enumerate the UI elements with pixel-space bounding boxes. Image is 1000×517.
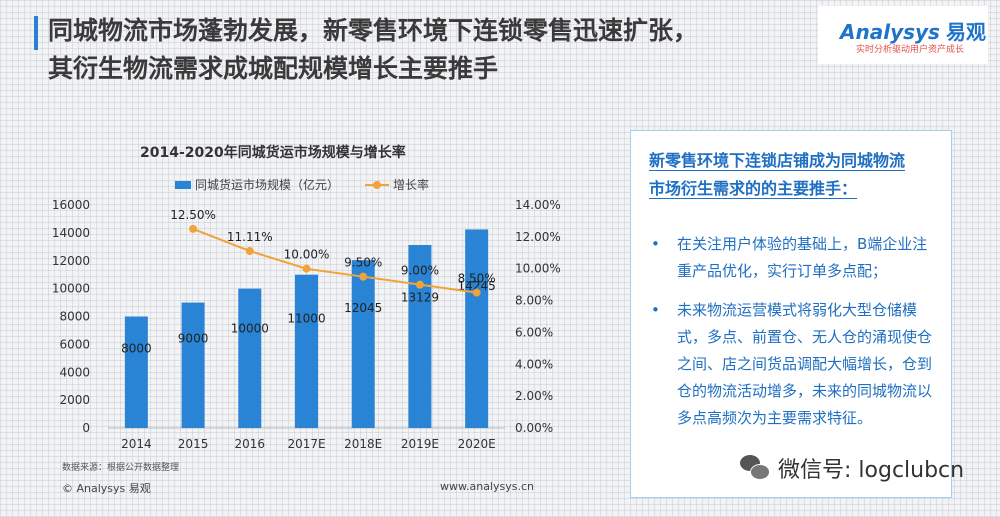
growth-rate-label: 9.50% bbox=[344, 256, 382, 270]
legend-bar-swatch bbox=[175, 180, 191, 189]
bar-value-label: 11000 bbox=[287, 312, 325, 326]
growth-rate-label: 11.11% bbox=[227, 230, 273, 244]
x-tick-label: 2015 bbox=[178, 437, 209, 451]
bar bbox=[124, 316, 148, 428]
bar-value-label: 10000 bbox=[231, 322, 269, 336]
logo-brand: Analysys 易观 bbox=[840, 16, 986, 45]
growth-rate-label: 12.50% bbox=[170, 208, 216, 222]
growth-rate-point bbox=[302, 264, 311, 273]
legend-line-label: 增长率 bbox=[393, 178, 430, 192]
insight-item: 在关注用户体验的基础上，B端企业注重产品优化，实行订单多点配； bbox=[645, 231, 935, 285]
x-tick-label: 2014 bbox=[121, 437, 152, 451]
logo-brand-cn: 易观 bbox=[945, 20, 986, 44]
logo-brand-en: Analysys bbox=[840, 20, 940, 44]
growth-rate-point bbox=[415, 280, 424, 289]
growth-rate-point bbox=[189, 224, 198, 233]
insight-panel-header: 新零售环境下连锁店铺成为同城物流市场衍生需求的的主要推手： bbox=[649, 151, 906, 198]
bar bbox=[181, 302, 205, 428]
x-tick-label: 2018E bbox=[344, 437, 382, 451]
bar bbox=[351, 260, 375, 428]
data-source: 数据来源：根据公开数据整理 bbox=[62, 463, 180, 473]
wechat-icon bbox=[740, 455, 770, 481]
page-title: 同城物流市场蓬勃发展，新零售环境下连锁零售迅速扩张， 其衍生物流需求成城配规模增… bbox=[48, 12, 818, 88]
y-right-tick-label: 8.00% bbox=[515, 294, 553, 308]
x-tick-label: 2019E bbox=[401, 437, 439, 451]
website-url: www.analysys.cn bbox=[440, 480, 534, 493]
x-tick-label: 2020E bbox=[458, 437, 496, 451]
y-right-tick-label: 12.00% bbox=[515, 230, 561, 244]
y-left-tick-label: 16000 bbox=[52, 198, 90, 212]
legend-line-swatch bbox=[365, 179, 390, 191]
y-left-tick-label: 8000 bbox=[59, 310, 90, 324]
y-left-tick-label: 12000 bbox=[52, 254, 90, 268]
growth-rate-line bbox=[192, 227, 477, 294]
growth-rate-point bbox=[245, 247, 254, 256]
bar-value-label: 9000 bbox=[178, 332, 209, 346]
insight-item: 未来物流运营模式将弱化大型仓储模式，多点、前置仓、无人仓的涌现使仓之间、店之间货… bbox=[645, 297, 935, 432]
y-right-tick-label: 0.00% bbox=[515, 421, 553, 435]
copyright: © Analysys 易观 bbox=[62, 482, 151, 495]
wechat-id: 微信号: logclubcn bbox=[778, 458, 965, 483]
growth-rate-label: 8.50% bbox=[458, 272, 496, 286]
title-accent-bar bbox=[34, 16, 38, 50]
y-left-tick-label: 6000 bbox=[59, 337, 90, 351]
growth-rate-point bbox=[472, 288, 481, 297]
bar bbox=[465, 229, 489, 428]
chart-title: 2014-2020年同城货运市场规模与增长率 bbox=[140, 145, 406, 161]
growth-rate-point bbox=[359, 272, 368, 281]
y-left-tick-label: 4000 bbox=[59, 365, 90, 379]
bar-value-label: 13129 bbox=[401, 290, 439, 304]
growth-rate-label: 10.00% bbox=[284, 248, 330, 262]
x-tick-label: 2017E bbox=[287, 437, 325, 451]
bar bbox=[295, 274, 318, 428]
y-left-tick-label: 10000 bbox=[52, 282, 90, 296]
y-right-tick-label: 4.00% bbox=[515, 357, 553, 371]
growth-rate-label: 9.00% bbox=[401, 264, 439, 278]
x-tick-label: 2016 bbox=[235, 437, 266, 451]
y-left-tick-label: 2000 bbox=[59, 393, 90, 407]
y-right-tick-label: 2.00% bbox=[515, 389, 553, 403]
analysys-logo: Analysys 易观 实时分析驱动用户资产成长 bbox=[818, 6, 988, 64]
y-right-tick-label: 10.00% bbox=[515, 262, 561, 276]
bar-value-label: 12045 bbox=[344, 301, 382, 315]
insight-panel: 新零售环境下连锁店铺成为同城物流市场衍生需求的的主要推手： 在关注用户体验的基础… bbox=[630, 130, 952, 498]
logo-slogan: 实时分析驱动用户资产成长 bbox=[856, 45, 965, 55]
insight-list: 在关注用户体验的基础上，B端企业注重产品优化，实行订单多点配； 未来物流运营模式… bbox=[645, 231, 935, 444]
bar bbox=[408, 245, 432, 428]
bar-value-label: 14245 bbox=[458, 279, 496, 293]
y-right-tick-label: 6.00% bbox=[515, 325, 553, 339]
y-left-tick-label: 0 bbox=[82, 421, 90, 435]
bar bbox=[238, 288, 262, 428]
y-left-tick-label: 14000 bbox=[52, 226, 90, 240]
bar-value-label: 8000 bbox=[121, 342, 152, 356]
chart-legend: 同城货运市场规模（亿元） 增长率 bbox=[175, 176, 429, 193]
wechat-watermark: 微信号: logclubcn bbox=[740, 452, 964, 484]
page-title-line-2: 其衍生物流需求成城配规模增长主要推手 bbox=[48, 54, 499, 83]
y-right-tick-label: 14.00% bbox=[515, 198, 561, 212]
legend-bar-label: 同城货运市场规模（亿元） bbox=[195, 178, 340, 192]
page-title-line-1: 同城物流市场蓬勃发展，新零售环境下连锁零售迅速扩张， bbox=[48, 16, 699, 45]
